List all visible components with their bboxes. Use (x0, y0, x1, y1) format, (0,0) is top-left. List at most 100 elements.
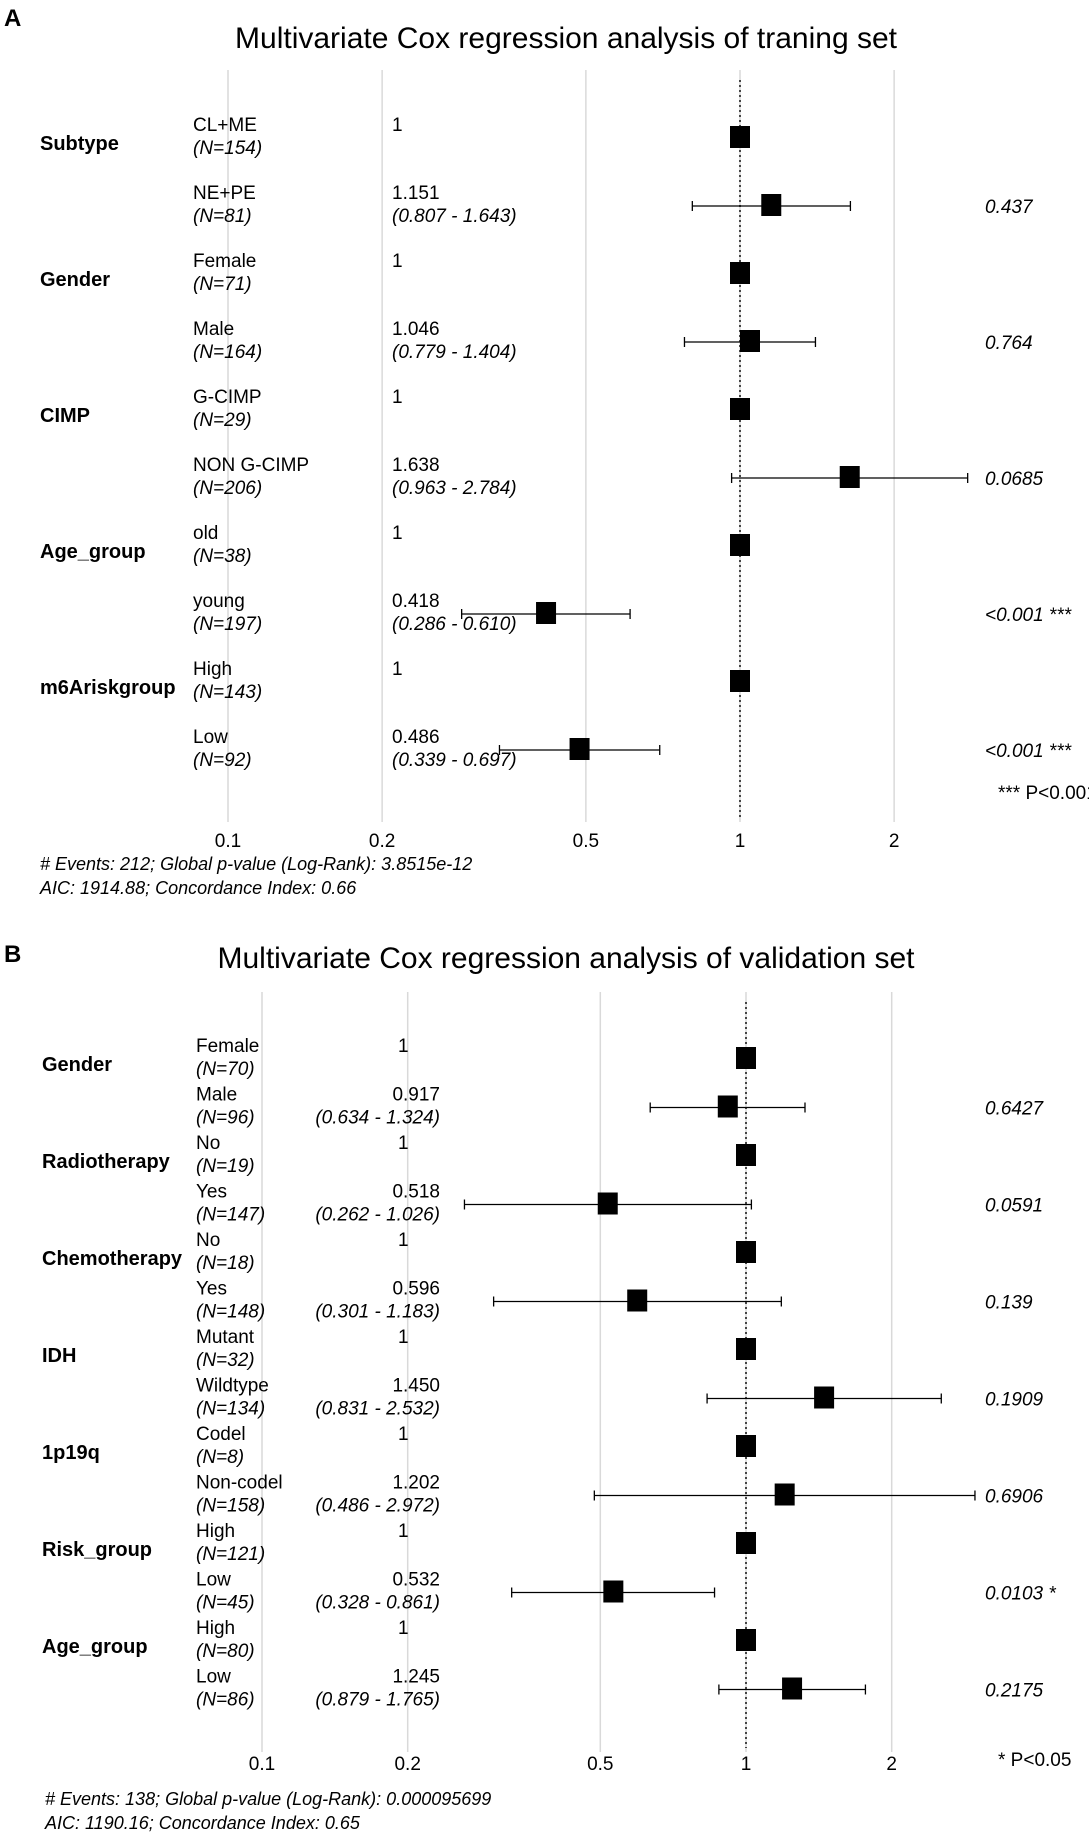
hazard-ratio-label: 1 (398, 1521, 409, 1542)
level-label: Wildtype (196, 1376, 269, 1397)
p-value-label: 0.0591 (985, 1196, 1043, 1217)
level-label: High (196, 1521, 235, 1542)
sample-size-label: (N=29) (193, 410, 252, 431)
level-label: NE+PE (193, 183, 256, 204)
hazard-ratio-point (597, 1192, 618, 1215)
sample-size-label: (N=158) (196, 1496, 265, 1517)
confidence-interval-label: (0.779 - 1.404) (392, 342, 517, 363)
hazard-ratio-label: 1 (392, 659, 403, 680)
variable-label: IDH (42, 1345, 76, 1367)
p-value-label: 0.0685 (985, 469, 1044, 490)
variable-label: Age_group (40, 541, 146, 563)
hazard-ratio-point (569, 738, 590, 760)
p-value-label: 0.1909 (985, 1390, 1044, 1411)
hazard-ratio-point (761, 194, 782, 216)
level-label: NON G-CIMP (193, 455, 309, 476)
level-label: Male (193, 319, 234, 340)
hazard-ratio-point (736, 1241, 756, 1263)
hazard-ratio-point (717, 1095, 738, 1118)
sample-size-label: (N=197) (193, 614, 262, 635)
hazard-ratio-label: 0.518 (392, 1182, 440, 1203)
level-label: Low (196, 1570, 231, 1591)
hazard-ratio-label: 1 (398, 1424, 409, 1445)
model-statistics-footer: AIC: 1914.88; Concordance Index: 0.66 (39, 878, 357, 898)
level-label: Yes (196, 1182, 227, 1203)
x-tick-label: 2 (886, 1754, 897, 1775)
hazard-ratio-label: 1 (398, 1618, 409, 1639)
confidence-interval-label: (0.831 - 2.532) (315, 1399, 440, 1420)
hazard-ratio-point (627, 1289, 648, 1312)
level-label: Low (196, 1667, 231, 1688)
x-tick-label: 0.1 (215, 831, 241, 852)
hazard-ratio-label: 1.046 (392, 319, 440, 340)
level-label: Codel (196, 1424, 246, 1445)
sample-size-label: (N=18) (196, 1253, 255, 1274)
model-statistics-footer: # Events: 212; Global p-value (Log-Rank)… (40, 854, 472, 874)
hazard-ratio-label: 0.532 (392, 1570, 440, 1591)
level-label: G-CIMP (193, 387, 262, 408)
x-tick-label: 1 (741, 1754, 752, 1775)
level-label: No (196, 1133, 220, 1154)
hazard-ratio-label: 1.245 (392, 1667, 440, 1688)
sample-size-label: (N=134) (196, 1399, 265, 1420)
model-statistics-footer: AIC: 1190.16; Concordance Index: 0.65 (44, 1813, 361, 1833)
sample-size-label: (N=80) (196, 1641, 255, 1662)
level-label: High (196, 1618, 235, 1639)
p-value-label: <0.001 *** (985, 741, 1072, 762)
variable-label: Gender (42, 1054, 112, 1076)
level-label: Yes (196, 1279, 227, 1300)
level-label: Male (196, 1085, 237, 1106)
hazard-ratio-label: 1 (398, 1230, 409, 1251)
p-value-label: 0.139 (985, 1293, 1033, 1314)
confidence-interval-label: (0.634 - 1.324) (315, 1108, 440, 1129)
hazard-ratio-point (603, 1580, 624, 1603)
level-label: Low (193, 727, 228, 748)
hazard-ratio-point (730, 534, 750, 556)
hazard-ratio-label: 1.151 (392, 183, 440, 204)
hazard-ratio-point (839, 466, 860, 488)
sample-size-label: (N=148) (196, 1302, 265, 1323)
sample-size-label: (N=81) (193, 206, 252, 227)
sample-size-label: (N=121) (196, 1544, 265, 1565)
sample-size-label: (N=154) (193, 138, 262, 159)
hazard-ratio-point (740, 330, 761, 352)
hazard-ratio-label: 0.917 (392, 1085, 440, 1106)
hazard-ratio-point (814, 1386, 835, 1409)
sample-size-label: (N=38) (193, 546, 252, 567)
hazard-ratio-point (782, 1677, 803, 1700)
sample-size-label: (N=143) (193, 682, 262, 703)
confidence-interval-label: (0.301 - 1.183) (315, 1302, 440, 1323)
sample-size-label: (N=19) (196, 1156, 255, 1177)
sample-size-label: (N=96) (196, 1108, 255, 1129)
hazard-ratio-label: 1 (398, 1133, 409, 1154)
sample-size-label: (N=164) (193, 342, 262, 363)
hazard-ratio-point (730, 670, 750, 692)
x-tick-label: 1 (735, 831, 746, 852)
variable-label: m6Ariskgroup (40, 677, 176, 699)
hazard-ratio-label: 1 (392, 115, 403, 136)
variable-label: Age_group (42, 1636, 148, 1658)
p-value-label: 0.2175 (985, 1681, 1044, 1702)
variable-label: Subtype (40, 133, 119, 155)
p-value-label: <0.001 *** (985, 605, 1072, 626)
variable-label: 1p19q (42, 1442, 100, 1464)
level-label: Non-codel (196, 1473, 283, 1494)
variable-label: Chemotherapy (42, 1248, 183, 1270)
level-label: young (193, 591, 245, 612)
hazard-ratio-label: 1.638 (392, 455, 440, 476)
sample-size-label: (N=45) (196, 1593, 255, 1614)
hazard-ratio-label: 1 (392, 523, 403, 544)
confidence-interval-label: (0.339 - 0.697) (392, 750, 517, 771)
sample-size-label: (N=8) (196, 1447, 244, 1468)
hazard-ratio-label: 1.202 (392, 1473, 440, 1494)
variable-label: Radiotherapy (42, 1151, 171, 1173)
level-label: old (193, 523, 218, 544)
hazard-ratio-point (736, 1047, 756, 1069)
sample-size-label: (N=147) (196, 1205, 265, 1226)
panel-b-validation-set: B Multivariate Cox regression analysis of… (4, 941, 1071, 1833)
hazard-ratio-point (736, 1532, 756, 1554)
x-tick-label: 0.1 (249, 1754, 275, 1775)
sample-size-label: (N=86) (196, 1690, 255, 1711)
p-value-label: 0.6906 (985, 1487, 1044, 1508)
panel-a-training-set: A Multivariate Cox regression analysis of… (4, 5, 1089, 898)
